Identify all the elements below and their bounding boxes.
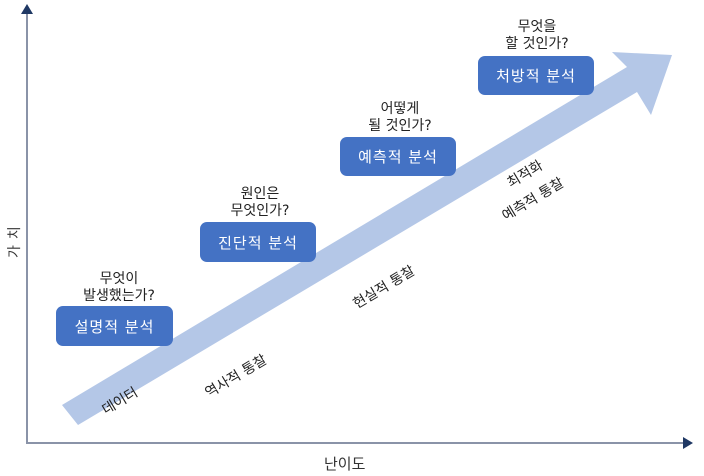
- y-axis-arrowhead: [21, 4, 33, 14]
- y-axis-label: 가치: [7, 220, 23, 258]
- stage-question-diagnostic: 원인은 무엇인가?: [230, 186, 290, 219]
- stage-question-predictive: 어떻게 될 것인가?: [368, 101, 432, 134]
- x-axis-arrowhead: [683, 437, 693, 449]
- x-axis-label: 난이도: [324, 455, 366, 473]
- stage-box-descriptive: 설명적 분석: [56, 306, 173, 346]
- progress-arrow: [62, 52, 672, 425]
- stage-question-descriptive: 무엇이 발생했는가?: [83, 271, 155, 304]
- stage-question-prescriptive: 무엇을 할 것인가?: [505, 19, 569, 52]
- stage-box-prescriptive: 처방적 분석: [478, 56, 594, 95]
- stage-box-diagnostic: 진단적 분석: [200, 222, 316, 262]
- stage-box-predictive: 예측적 분석: [340, 137, 456, 176]
